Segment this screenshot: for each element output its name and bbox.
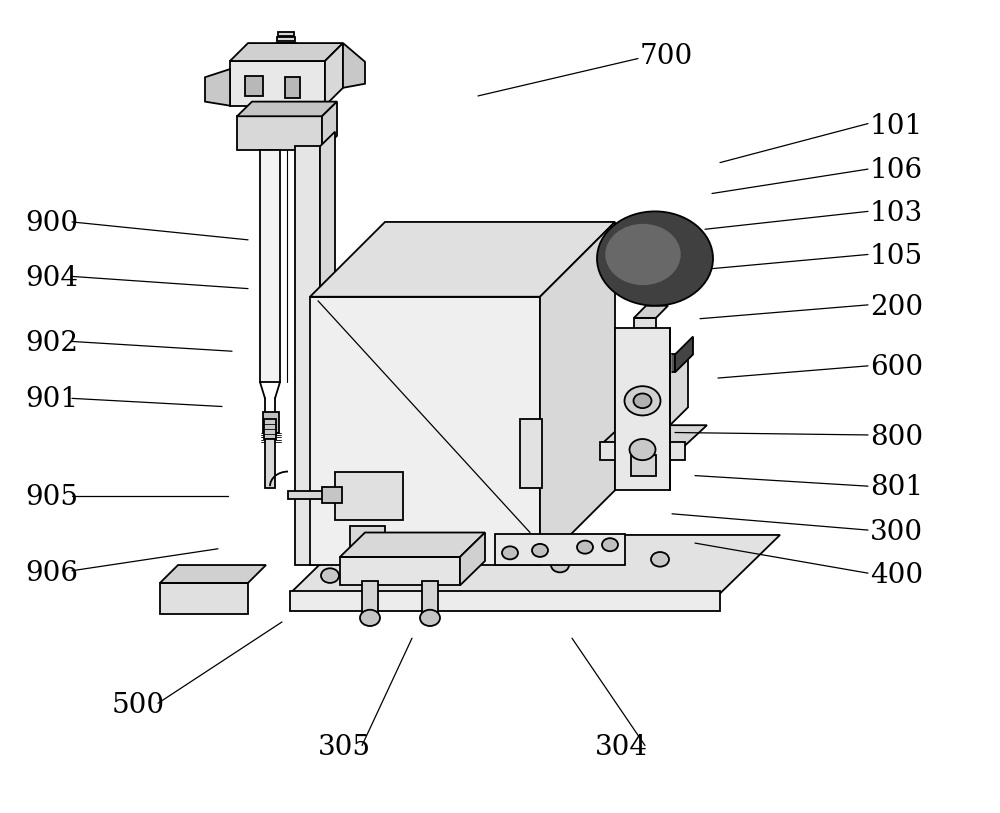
Polygon shape bbox=[310, 297, 540, 565]
Text: 902: 902 bbox=[25, 329, 78, 357]
Bar bbox=[495, 534, 625, 565]
Bar bbox=[362, 581, 378, 618]
Text: 801: 801 bbox=[870, 474, 923, 502]
Text: 400: 400 bbox=[870, 562, 923, 589]
Polygon shape bbox=[290, 535, 780, 593]
Circle shape bbox=[624, 386, 660, 415]
Text: 901: 901 bbox=[25, 386, 78, 414]
Circle shape bbox=[321, 568, 339, 583]
Text: 101: 101 bbox=[870, 112, 923, 140]
Text: 304: 304 bbox=[595, 734, 648, 762]
Bar bbox=[600, 442, 685, 460]
Bar bbox=[295, 146, 320, 565]
Circle shape bbox=[431, 563, 449, 578]
Circle shape bbox=[597, 211, 713, 306]
Text: 500: 500 bbox=[112, 692, 165, 720]
Text: 904: 904 bbox=[25, 264, 78, 292]
Bar bbox=[230, 61, 325, 106]
Text: 700: 700 bbox=[640, 43, 693, 71]
Text: 906: 906 bbox=[25, 559, 78, 587]
Text: 200: 200 bbox=[870, 293, 923, 321]
Polygon shape bbox=[325, 43, 343, 106]
Circle shape bbox=[605, 224, 681, 285]
Circle shape bbox=[651, 552, 669, 567]
Text: 800: 800 bbox=[870, 424, 923, 451]
Bar bbox=[335, 472, 403, 520]
Bar bbox=[634, 318, 656, 354]
Bar bbox=[160, 583, 248, 614]
Text: 900: 900 bbox=[25, 210, 78, 237]
Bar bbox=[263, 412, 279, 433]
Circle shape bbox=[630, 439, 656, 460]
Bar bbox=[245, 76, 263, 96]
Polygon shape bbox=[675, 337, 693, 372]
Bar bbox=[631, 455, 656, 476]
Polygon shape bbox=[600, 425, 707, 446]
Polygon shape bbox=[634, 306, 668, 318]
Polygon shape bbox=[322, 102, 337, 150]
Circle shape bbox=[634, 393, 652, 408]
Bar bbox=[260, 150, 280, 382]
Bar bbox=[265, 439, 275, 488]
Polygon shape bbox=[160, 565, 266, 583]
Text: 106: 106 bbox=[870, 157, 923, 185]
Bar bbox=[615, 354, 675, 372]
Circle shape bbox=[577, 541, 593, 554]
Bar bbox=[277, 37, 295, 41]
Polygon shape bbox=[343, 43, 365, 88]
Bar bbox=[275, 49, 297, 53]
Text: 305: 305 bbox=[318, 734, 371, 762]
Bar bbox=[288, 491, 330, 499]
Circle shape bbox=[602, 538, 618, 551]
Circle shape bbox=[532, 544, 548, 557]
Polygon shape bbox=[237, 102, 337, 116]
Circle shape bbox=[502, 546, 518, 559]
Circle shape bbox=[420, 610, 440, 626]
Circle shape bbox=[360, 610, 380, 626]
Bar bbox=[422, 581, 438, 618]
Polygon shape bbox=[540, 222, 615, 565]
Bar bbox=[520, 419, 542, 488]
Bar bbox=[322, 487, 342, 503]
Bar bbox=[264, 419, 276, 439]
Polygon shape bbox=[310, 222, 615, 297]
Bar bbox=[340, 557, 460, 585]
Polygon shape bbox=[230, 43, 343, 61]
Bar bbox=[290, 591, 720, 611]
Polygon shape bbox=[340, 533, 485, 557]
Text: 105: 105 bbox=[870, 242, 923, 270]
Text: 300: 300 bbox=[870, 519, 923, 546]
Bar bbox=[276, 43, 296, 47]
Bar bbox=[285, 77, 300, 98]
Circle shape bbox=[551, 558, 569, 572]
Text: 905: 905 bbox=[25, 484, 78, 511]
Polygon shape bbox=[205, 69, 230, 106]
Bar bbox=[620, 372, 670, 425]
Bar bbox=[350, 526, 385, 549]
Text: 600: 600 bbox=[870, 354, 923, 381]
Text: 103: 103 bbox=[870, 199, 923, 227]
Polygon shape bbox=[670, 354, 688, 425]
Polygon shape bbox=[460, 533, 485, 585]
Polygon shape bbox=[320, 132, 335, 565]
Bar bbox=[278, 32, 294, 36]
Bar bbox=[237, 116, 322, 150]
Bar bbox=[615, 328, 670, 490]
